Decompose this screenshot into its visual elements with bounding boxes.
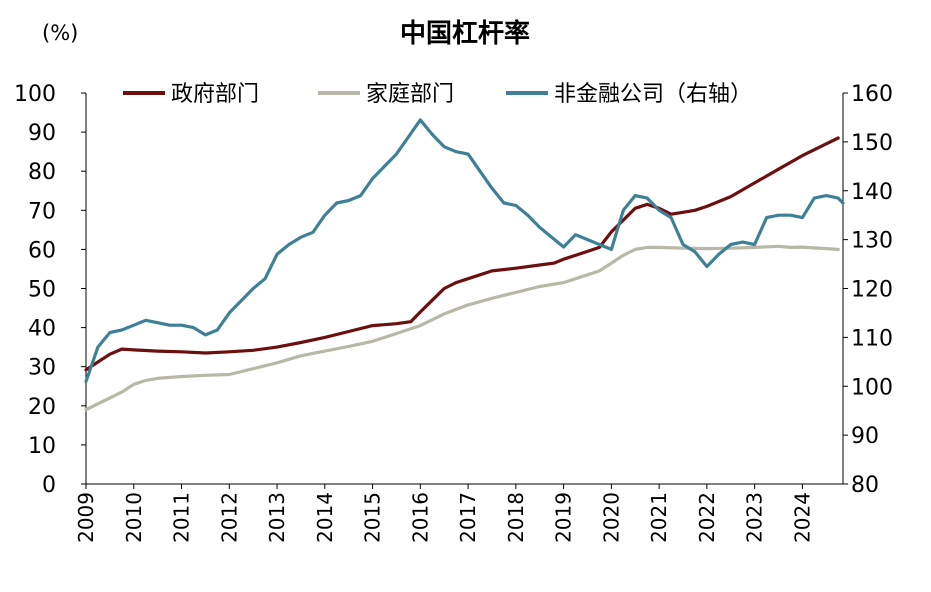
right-y-tick-label: 150: [851, 131, 893, 156]
x-tick-label: 2017: [456, 492, 480, 543]
axes: 0 10 20 30 40 50 60 70 80 90 100 80 90 100 110 120 130 14…: [14, 82, 893, 543]
right-y-tick-label: 100: [851, 375, 893, 400]
x-tick-label: 2015: [361, 492, 385, 543]
series-line-0: [84, 136, 840, 372]
left-y-tick-label: 0: [42, 473, 56, 498]
y-axis-unit: (%): [42, 21, 78, 45]
chart-title: 中国杠杆率: [400, 18, 530, 49]
x-tick-label: 2018: [504, 492, 528, 543]
left-y-tick-label: 10: [28, 434, 56, 459]
right-y-tick-label: 80: [851, 473, 879, 498]
right-y-tick-label: 130: [851, 229, 893, 254]
legend-label-1: 家庭部门: [366, 82, 454, 107]
left-y-tick-label: 40: [28, 317, 56, 342]
left-y-tick-label: 60: [28, 238, 56, 263]
x-tick-label: 2024: [790, 492, 814, 543]
left-y-tick-label: 30: [28, 356, 56, 381]
right-y-tick-label: 110: [851, 326, 893, 351]
x-tick-label: 2019: [552, 492, 576, 543]
right-y-tick-label: 140: [851, 180, 893, 205]
x-tick-label: 2023: [743, 492, 767, 543]
right-y-tick-label: 90: [851, 424, 879, 449]
left-y-tick-label: 20: [28, 395, 56, 420]
legend: 政府部门 家庭部门 非金融公司（右轴）: [123, 82, 752, 107]
x-tick-label: 2022: [695, 492, 719, 543]
x-tick-label: 2020: [599, 492, 623, 543]
legend-label-0: 政府部门: [171, 82, 259, 107]
left-y-tick-label: 80: [28, 160, 56, 185]
series-line-1: [84, 244, 840, 412]
x-tick-label: 2014: [313, 492, 337, 543]
left-y-tick-label: 70: [28, 199, 56, 224]
x-tick-label: 2010: [122, 492, 146, 543]
x-tick-label: 2009: [74, 492, 98, 543]
series-lines: [84, 118, 845, 412]
left-y-tick-label: 50: [28, 278, 56, 303]
left-y-tick-label: 100: [14, 82, 56, 107]
right-y-tick-label: 120: [851, 278, 893, 303]
x-tick-label: 2011: [170, 492, 194, 543]
series-line-2: [84, 118, 845, 383]
left-y-tick-label: 90: [28, 121, 56, 146]
legend-label-2: 非金融公司（右轴）: [554, 82, 752, 107]
x-tick-label: 2012: [217, 492, 241, 543]
x-tick-label: 2013: [265, 492, 289, 543]
x-tick-label: 2016: [408, 492, 432, 543]
x-tick-label: 2021: [647, 492, 671, 543]
right-y-tick-label: 160: [851, 82, 893, 107]
